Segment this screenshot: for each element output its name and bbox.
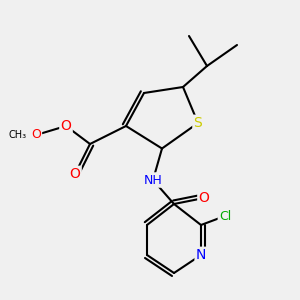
Text: O: O: [31, 128, 41, 142]
Text: Cl: Cl: [219, 209, 231, 223]
Text: O: O: [70, 167, 80, 181]
Text: CH₃: CH₃: [9, 130, 27, 140]
Text: NH: NH: [144, 173, 162, 187]
Text: S: S: [194, 116, 202, 130]
Text: N: N: [196, 248, 206, 262]
Text: O: O: [199, 191, 209, 205]
Text: O: O: [61, 119, 71, 133]
